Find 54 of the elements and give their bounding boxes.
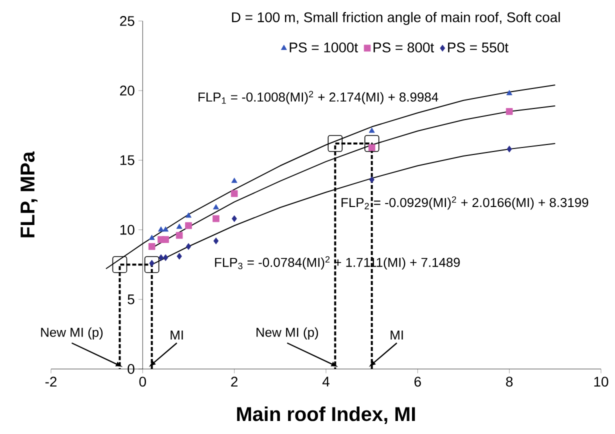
y-tick-label: 10	[120, 224, 134, 235]
point	[213, 238, 219, 244]
point	[213, 204, 219, 210]
point	[364, 135, 380, 152]
y-tick-label: 20	[120, 86, 134, 96]
point	[368, 144, 376, 152]
annotation: New MI (p)	[41, 327, 103, 340]
y-tick-label: 0	[128, 364, 134, 374]
point	[328, 135, 343, 152]
point	[144, 256, 160, 273]
point	[186, 212, 192, 218]
y-tick-label: 5	[128, 294, 134, 304]
point	[506, 90, 512, 96]
chart-title: D = 100 m, Small friction angle of main roof, Soft coal	[232, 12, 560, 25]
x-tick-label: 6	[414, 376, 421, 387]
point	[232, 215, 237, 222]
annotation: FLP$_{1}$ = -0.1008(MI)$^{2}$ + 2.174(MI) + 8.9984	[198, 90, 438, 104]
y-tick-label: 25	[120, 16, 134, 26]
point	[112, 256, 128, 273]
point	[176, 252, 182, 260]
annotation: FLP$_{2}$ = -0.0929(MI)$^{2}$ + 2.0166(MI) + 8.3199	[342, 196, 588, 210]
legend-label: PS = 1000t	[290, 42, 358, 52]
x-tick-label: -2	[45, 376, 57, 387]
point	[162, 236, 169, 243]
point	[176, 232, 183, 239]
point	[158, 254, 164, 262]
legend-label: PS = 800t	[374, 42, 434, 52]
point	[230, 190, 238, 198]
x-axis-title: Main roof Index, MI	[237, 406, 415, 424]
point	[506, 108, 513, 115]
annotation: New MI (p)	[256, 327, 318, 340]
x-tick-label: 4	[322, 376, 330, 386]
point	[148, 234, 155, 240]
point	[186, 243, 192, 250]
point	[148, 243, 156, 250]
point	[369, 176, 374, 184]
x-tick-label: 10	[594, 376, 608, 387]
legend-label: PS = 550t	[448, 42, 508, 52]
point	[176, 224, 182, 229]
x-tick-label: 2	[231, 376, 238, 387]
x-tick-label: 0	[139, 376, 146, 387]
point	[212, 215, 220, 222]
y-tick-label: 15	[120, 155, 134, 166]
point	[506, 146, 512, 152]
point	[368, 128, 375, 133]
point	[162, 226, 169, 232]
point	[162, 254, 168, 262]
point	[185, 222, 192, 230]
y-axis-title: FLP, MPa	[20, 151, 38, 238]
annotation: MI	[390, 330, 403, 340]
x-tick-label: 8	[506, 376, 513, 387]
point	[231, 178, 238, 183]
annotation: MI	[170, 330, 183, 340]
point	[158, 226, 164, 232]
